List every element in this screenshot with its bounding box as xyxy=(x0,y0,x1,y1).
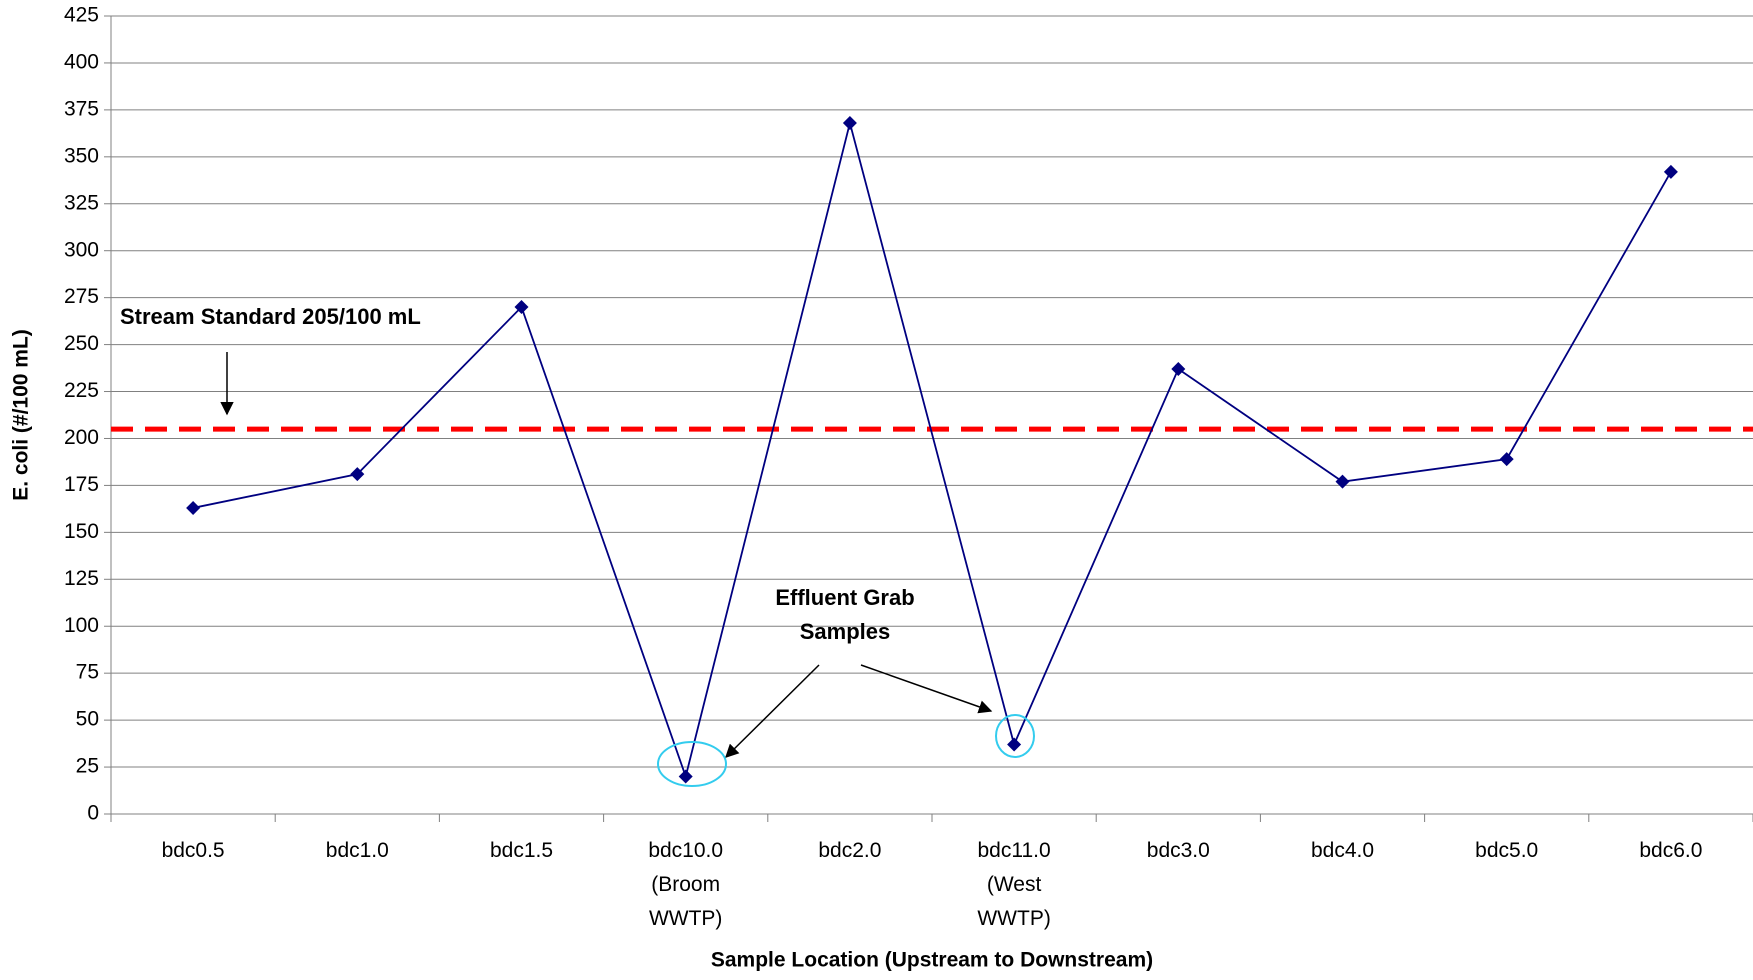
x-tick-label: bdc6.0 xyxy=(1639,839,1703,862)
y-tick-label: 225 xyxy=(64,379,99,402)
data-point xyxy=(186,500,201,515)
data-point xyxy=(842,116,857,131)
data-point xyxy=(350,467,365,482)
y-tick-label: 375 xyxy=(64,97,99,120)
y-tick-label: 100 xyxy=(64,614,99,637)
x-tick-label: bdc10.0 (Broom WWTP) xyxy=(648,839,724,930)
data-point xyxy=(1007,737,1022,752)
highlight-circle xyxy=(995,714,1035,758)
marks xyxy=(111,116,1753,784)
y-tick-label: 400 xyxy=(64,50,99,73)
y-tick-label: 50 xyxy=(76,708,99,731)
x-tick-label: bdc2.0 xyxy=(818,839,882,862)
series-line xyxy=(192,122,1672,780)
data-point xyxy=(1335,474,1350,489)
x-axis-title: Sample Location (Upstream to Downstream) xyxy=(711,949,1153,972)
data-point xyxy=(1171,361,1186,376)
x-tick-label: bdc1.0 xyxy=(325,839,389,862)
y-tick-label: 125 xyxy=(64,567,99,590)
data-point xyxy=(1663,164,1678,179)
y-tick-label: 25 xyxy=(76,755,99,778)
x-tick-label: bdc0.5 xyxy=(161,839,225,862)
data-point xyxy=(514,300,529,315)
y-tick-label: 150 xyxy=(64,520,99,543)
y-tick-label: 250 xyxy=(64,332,99,355)
y-tick-label: 75 xyxy=(76,661,99,684)
x-tick-label: bdc1.5 xyxy=(489,839,554,862)
x-tick-label: bdc5.0 xyxy=(1475,839,1539,862)
x-tick-label: bdc11.0 (West WWTP) xyxy=(977,839,1051,930)
annotation-arrow xyxy=(725,664,820,758)
x-tick-label: bdc4.0 xyxy=(1310,839,1375,862)
annotation: Stream Standard 205/100 mL xyxy=(120,304,421,329)
y-tick-label: 325 xyxy=(64,191,99,214)
y-axis-title: E. coli (#/100 mL) xyxy=(10,329,33,501)
y-tick-label: 200 xyxy=(64,426,99,449)
y-tick-label: 425 xyxy=(64,4,99,27)
highlight-circle xyxy=(657,741,727,787)
grid: 0 25 50 75 100 125 150 175 200 225 250 275 300 325 350… xyxy=(64,4,1753,825)
annotation: Effluent Grab Samples xyxy=(775,585,915,644)
y-tick-label: 275 xyxy=(64,285,99,308)
y-tick-label: 0 xyxy=(87,802,99,825)
y-tick-label: 350 xyxy=(64,144,99,167)
data-point xyxy=(1499,452,1514,467)
annotation-arrow xyxy=(860,664,993,714)
y-tick-label: 300 xyxy=(64,238,99,261)
x-tick-label: bdc3.0 xyxy=(1146,839,1210,862)
data-point xyxy=(678,769,693,784)
y-tick-label: 175 xyxy=(64,473,99,496)
